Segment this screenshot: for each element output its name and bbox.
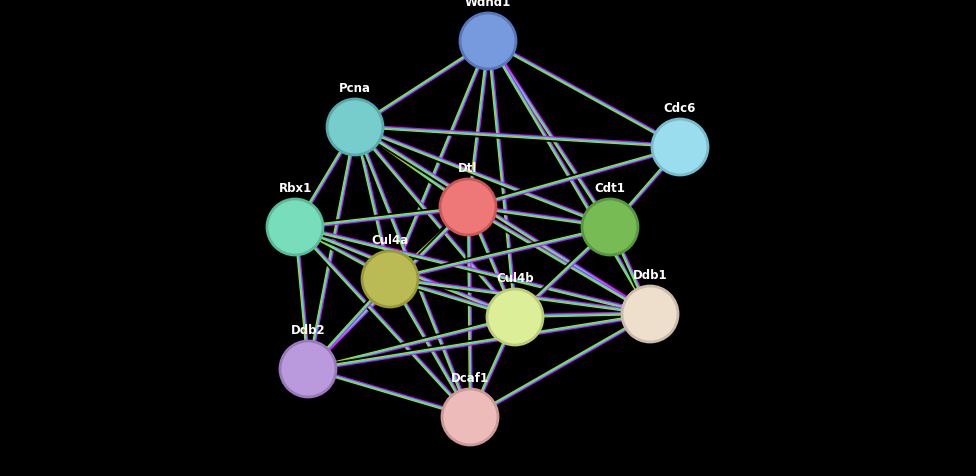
Circle shape bbox=[622, 287, 678, 342]
Circle shape bbox=[267, 199, 323, 256]
Text: Ddb1: Ddb1 bbox=[632, 268, 668, 281]
Text: Cul4b: Cul4b bbox=[496, 271, 534, 284]
Circle shape bbox=[460, 14, 516, 70]
Circle shape bbox=[362, 251, 418, 307]
Text: Dtl: Dtl bbox=[459, 162, 477, 175]
Text: Ddb2: Ddb2 bbox=[291, 323, 325, 336]
Circle shape bbox=[327, 100, 383, 156]
Text: Cdc6: Cdc6 bbox=[664, 102, 696, 115]
Circle shape bbox=[440, 179, 496, 236]
Text: Cdt1: Cdt1 bbox=[594, 182, 626, 195]
Text: Cul4a: Cul4a bbox=[372, 234, 409, 247]
Circle shape bbox=[280, 341, 336, 397]
Text: Wdhd1: Wdhd1 bbox=[465, 0, 511, 9]
Circle shape bbox=[652, 120, 708, 176]
Text: Pcna: Pcna bbox=[339, 82, 371, 95]
Circle shape bbox=[487, 289, 543, 345]
Circle shape bbox=[582, 199, 638, 256]
Text: Rbx1: Rbx1 bbox=[278, 182, 311, 195]
Circle shape bbox=[442, 389, 498, 445]
Text: Dcaf1: Dcaf1 bbox=[451, 371, 489, 384]
